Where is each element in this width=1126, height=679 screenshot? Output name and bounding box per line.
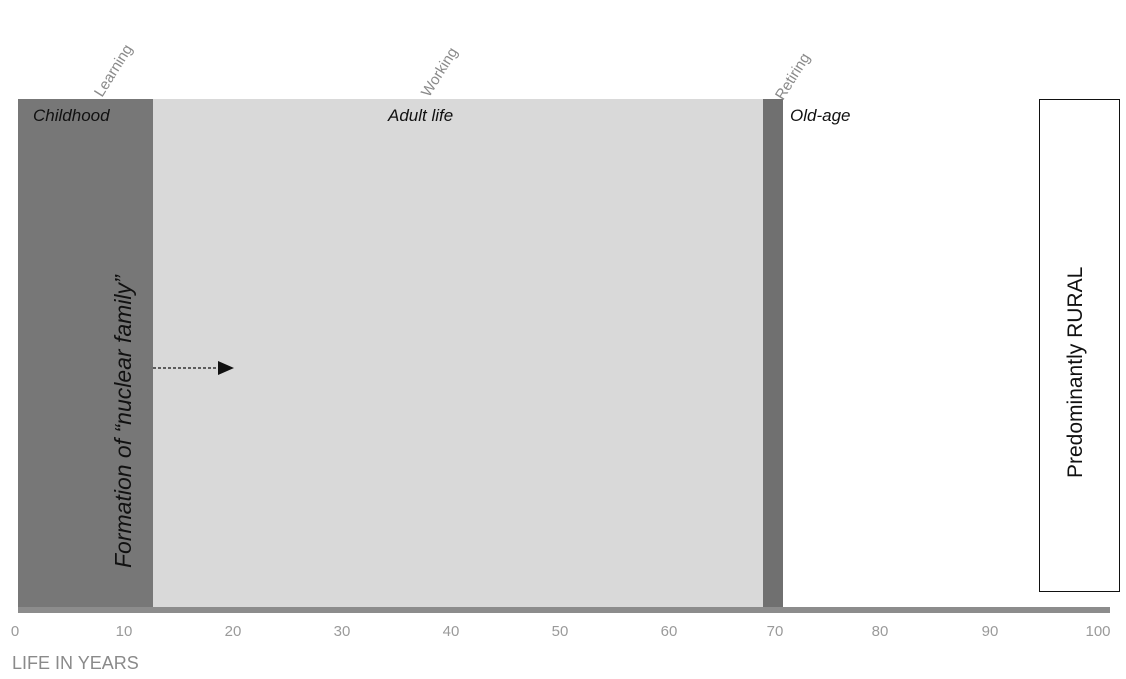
tick-label: 30 bbox=[333, 623, 351, 640]
axis-title: LIFE IN YEARS bbox=[12, 653, 139, 673]
tick-label: 20 bbox=[224, 623, 242, 640]
childhood-label: Childhood bbox=[33, 106, 110, 125]
adult-life-band bbox=[153, 99, 763, 610]
learning-phase-label: Learning bbox=[91, 41, 137, 101]
retiring-phase-label: Retiring bbox=[772, 50, 814, 104]
x-axis-line bbox=[18, 607, 1110, 613]
retiring-band bbox=[763, 99, 783, 610]
tick-label: 0 bbox=[10, 623, 20, 640]
tick-label: 100 bbox=[1085, 623, 1111, 640]
tick-label: 60 bbox=[660, 623, 678, 640]
tick-label: 70 bbox=[766, 623, 784, 640]
working-phase-label: Working bbox=[418, 44, 462, 101]
tick-label: 50 bbox=[551, 623, 569, 640]
tick-label: 40 bbox=[442, 623, 460, 640]
nuclear-family-label: Formation of “nuclear family” bbox=[110, 275, 136, 568]
tick-label: 10 bbox=[115, 623, 133, 640]
tick-label: 90 bbox=[981, 623, 999, 640]
old-age-label: Old-age bbox=[790, 106, 851, 125]
tick-label: 80 bbox=[871, 623, 889, 640]
adult-life-label: Adult life bbox=[388, 106, 454, 125]
rural-box bbox=[1039, 99, 1120, 592]
rural-label: Predominantly RURAL bbox=[1064, 266, 1087, 478]
childhood-band bbox=[18, 99, 153, 610]
